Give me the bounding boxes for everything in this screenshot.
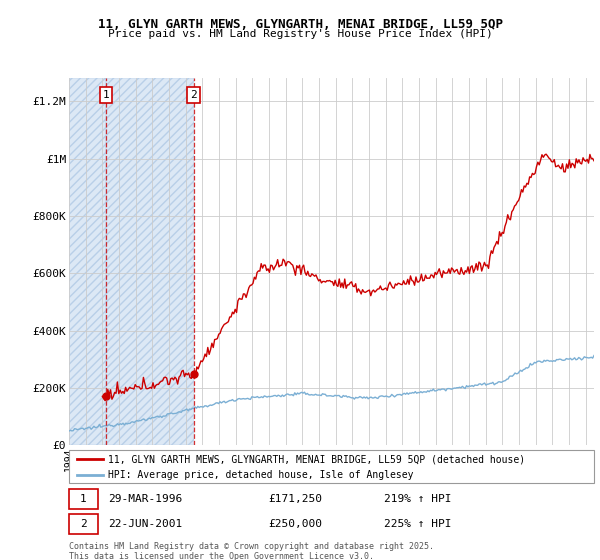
FancyBboxPatch shape xyxy=(69,450,594,483)
Text: 29-MAR-1996: 29-MAR-1996 xyxy=(109,494,182,503)
Text: £250,000: £250,000 xyxy=(269,519,323,529)
Text: Contains HM Land Registry data © Crown copyright and database right 2025.
This d: Contains HM Land Registry data © Crown c… xyxy=(69,542,434,560)
Text: Price paid vs. HM Land Registry's House Price Index (HPI): Price paid vs. HM Land Registry's House … xyxy=(107,29,493,39)
Text: £171,250: £171,250 xyxy=(269,494,323,503)
Text: HPI: Average price, detached house, Isle of Anglesey: HPI: Average price, detached house, Isle… xyxy=(109,470,414,479)
Text: 2: 2 xyxy=(80,519,86,529)
Text: 1: 1 xyxy=(80,494,86,503)
FancyBboxPatch shape xyxy=(69,488,98,508)
Text: 2: 2 xyxy=(190,90,197,100)
Text: 219% ↑ HPI: 219% ↑ HPI xyxy=(384,494,452,503)
Text: 225% ↑ HPI: 225% ↑ HPI xyxy=(384,519,452,529)
FancyBboxPatch shape xyxy=(69,514,98,534)
Bar xyxy=(106,78,194,445)
Text: 11, GLYN GARTH MEWS, GLYNGARTH, MENAI BRIDGE, LL59 5QP: 11, GLYN GARTH MEWS, GLYNGARTH, MENAI BR… xyxy=(97,18,503,31)
Bar xyxy=(106,78,194,445)
Text: 1: 1 xyxy=(103,90,110,100)
Text: 11, GLYN GARTH MEWS, GLYNGARTH, MENAI BRIDGE, LL59 5QP (detached house): 11, GLYN GARTH MEWS, GLYNGARTH, MENAI BR… xyxy=(109,454,526,464)
Bar xyxy=(69,78,106,445)
Text: 22-JUN-2001: 22-JUN-2001 xyxy=(109,519,182,529)
Bar xyxy=(69,78,106,445)
